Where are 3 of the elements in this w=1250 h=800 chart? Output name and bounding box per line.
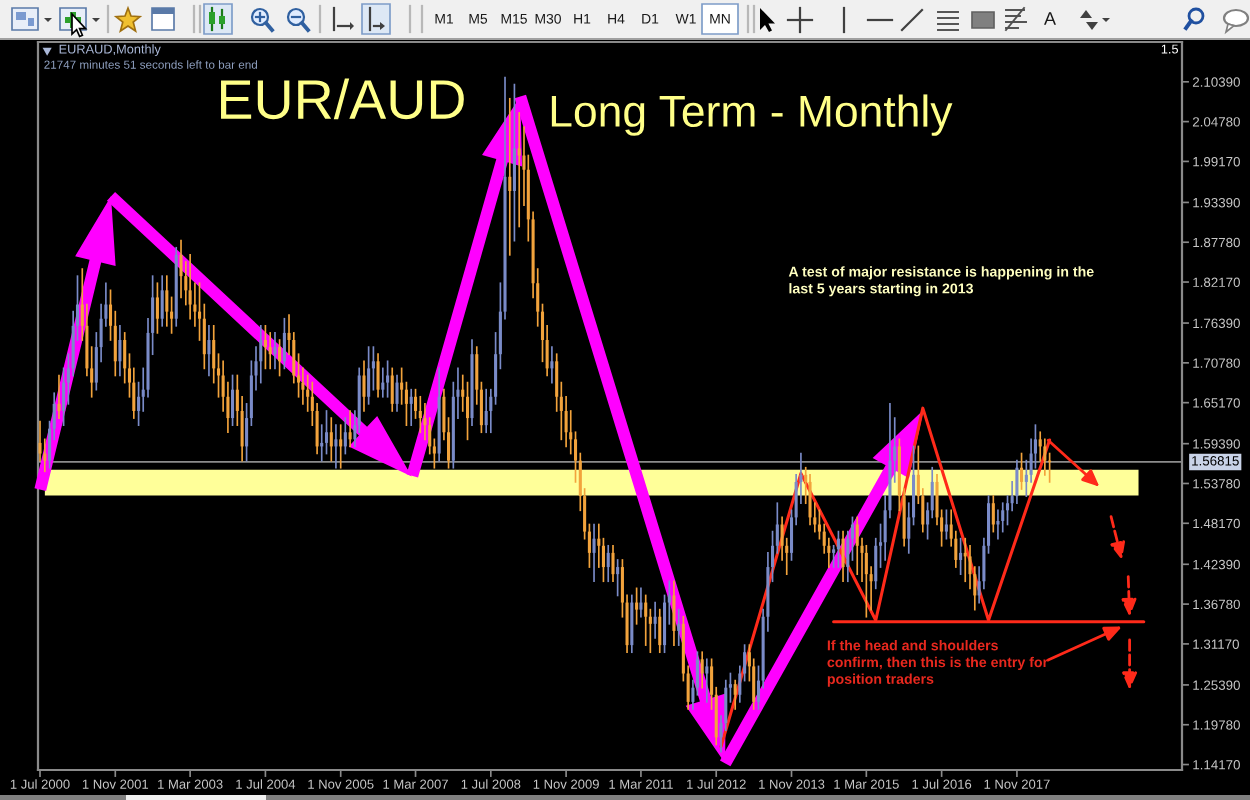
- text: Long Term - Monthly: [551, 94, 953, 136]
- text: EUR/AUD: [221, 78, 464, 120]
- text: A: [1044, 12, 1056, 25]
